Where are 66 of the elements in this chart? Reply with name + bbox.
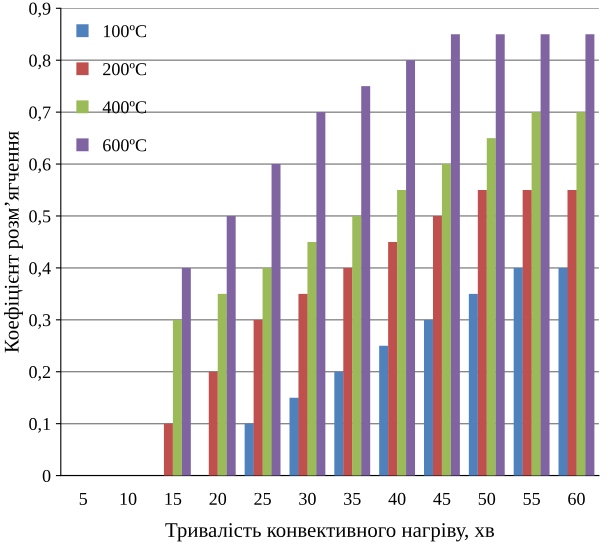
bar — [164, 424, 173, 476]
y-tick-label: 0 — [42, 470, 50, 482]
bar — [388, 242, 398, 476]
bar — [486, 138, 496, 476]
bar — [226, 216, 236, 476]
bar — [514, 268, 523, 476]
bar — [208, 372, 218, 476]
bar — [432, 216, 442, 476]
bar — [352, 216, 362, 476]
x-tick-label: 60 — [568, 492, 585, 505]
bar — [361, 86, 370, 476]
x-tick-label: 35 — [344, 492, 361, 505]
bar — [343, 268, 352, 476]
y-tick-label: 0,2 — [29, 366, 50, 381]
bar — [262, 268, 272, 476]
x-tick-label: 25 — [254, 492, 271, 505]
y-tick-label: 0,9 — [29, 2, 50, 18]
bar — [496, 34, 505, 476]
bar — [478, 190, 487, 476]
bar — [218, 294, 227, 476]
bar — [182, 268, 191, 476]
y-tick-label: 0,8 — [29, 54, 50, 70]
y-tick-label: 0,3 — [29, 314, 50, 329]
bar — [334, 372, 344, 476]
y-tick-label: 0,1 — [29, 418, 50, 433]
bar — [522, 190, 532, 476]
bar — [272, 164, 281, 476]
x-tick-label: 40 — [388, 492, 406, 505]
x-tick-label: 30 — [299, 492, 316, 505]
legend-label: 200ºC — [103, 63, 146, 76]
bar — [576, 112, 586, 476]
bar — [254, 320, 263, 476]
x-tick-label: 50 — [478, 492, 496, 505]
bar — [450, 34, 460, 476]
x-tick-label: 55 — [524, 492, 540, 505]
bar — [468, 294, 478, 476]
x-tick-label: 15 — [165, 492, 182, 505]
bar — [307, 242, 316, 476]
y-tick-label: 0,6 — [29, 158, 51, 174]
bar — [289, 398, 298, 476]
bar — [244, 424, 254, 476]
bar — [172, 320, 182, 476]
bar — [567, 190, 576, 476]
x-axis-title: Тривалість конвективного нагріву, хв — [165, 523, 494, 542]
x-tick-label: 20 — [210, 492, 226, 505]
legend-label: 600ºC — [103, 139, 146, 152]
bar — [298, 294, 308, 476]
y-tick-label: 0,5 — [29, 210, 50, 226]
y-axis-title: Коефіцієнт розм’ягчення — [4, 131, 23, 352]
bar — [585, 34, 594, 476]
bar — [397, 190, 406, 476]
bar — [540, 34, 550, 476]
y-tick-label: 0,4 — [29, 262, 51, 277]
bar — [406, 60, 416, 476]
bar — [442, 164, 451, 476]
bar — [558, 268, 568, 476]
x-tick-label: 5 — [80, 492, 88, 505]
bar — [424, 320, 433, 476]
legend-label: 100ºC — [104, 25, 146, 38]
legend-label: 400ºC — [102, 101, 146, 114]
y-tick-label: 0,7 — [29, 106, 51, 122]
x-tick-label: 45 — [433, 492, 450, 505]
bar — [532, 112, 541, 476]
bar — [316, 112, 326, 476]
bar — [379, 346, 388, 476]
x-tick-label: 10 — [120, 492, 136, 505]
